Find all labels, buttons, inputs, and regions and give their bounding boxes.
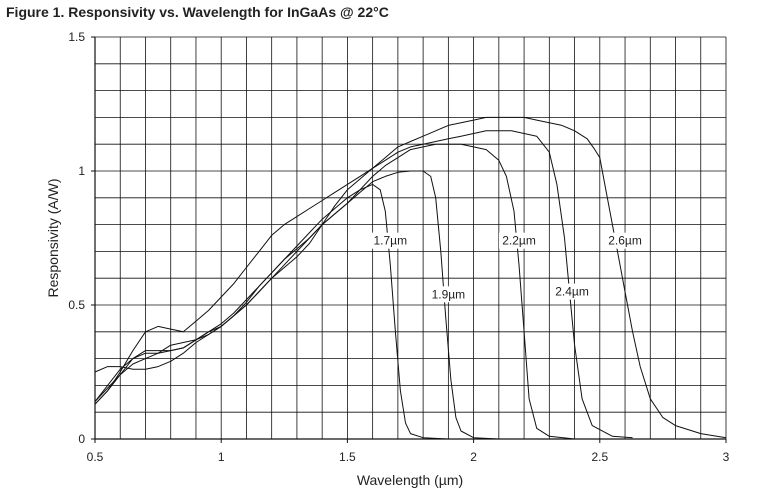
y-axis-label: Responsivity (A/W) xyxy=(45,178,61,297)
grid xyxy=(94,36,727,440)
y-tick-label: 1 xyxy=(78,164,85,178)
x-tick-label: 2 xyxy=(470,450,477,464)
y-tick-label: 0.5 xyxy=(68,298,85,312)
series-annotations: 1.7µm 1.9µm 2.2µm 2.4µm 2.6µm xyxy=(370,232,646,303)
annotation-box xyxy=(370,232,411,249)
annotation-label: 2.6µm xyxy=(608,234,642,248)
axes: 0.5 1 1.5 2 2.5 300.511.5 xyxy=(68,30,729,464)
series-line-24m xyxy=(94,130,633,439)
x-tick-label: 2.5 xyxy=(591,450,608,464)
x-tick-label: 1 xyxy=(218,450,225,464)
series-line-26m xyxy=(94,116,727,439)
series-line-22m xyxy=(94,143,575,440)
annotation-label: 1.7µm xyxy=(374,234,408,248)
figure-title: Figure 1. Responsivity vs. Wavelength fo… xyxy=(6,4,389,20)
x-axis-label: Wavelength (µm) xyxy=(357,472,463,488)
x-tick-label: 0.5 xyxy=(87,450,104,464)
annotation-label: 2.4µm xyxy=(555,285,589,299)
y-tick-label: 1.5 xyxy=(68,30,85,44)
x-tick-label: 3 xyxy=(723,450,730,464)
annotation-box xyxy=(605,232,646,249)
annotation-label: 2.2µm xyxy=(502,234,536,248)
x-tick-label: 1.5 xyxy=(339,450,356,464)
annotation-label: 1.9µm xyxy=(432,287,466,301)
series-line-17m xyxy=(94,183,449,440)
annotation-box xyxy=(499,232,540,249)
annotation-box xyxy=(552,283,593,300)
annotation-box xyxy=(428,286,469,303)
series-lines xyxy=(94,116,727,440)
y-tick-label: 0 xyxy=(78,432,85,446)
